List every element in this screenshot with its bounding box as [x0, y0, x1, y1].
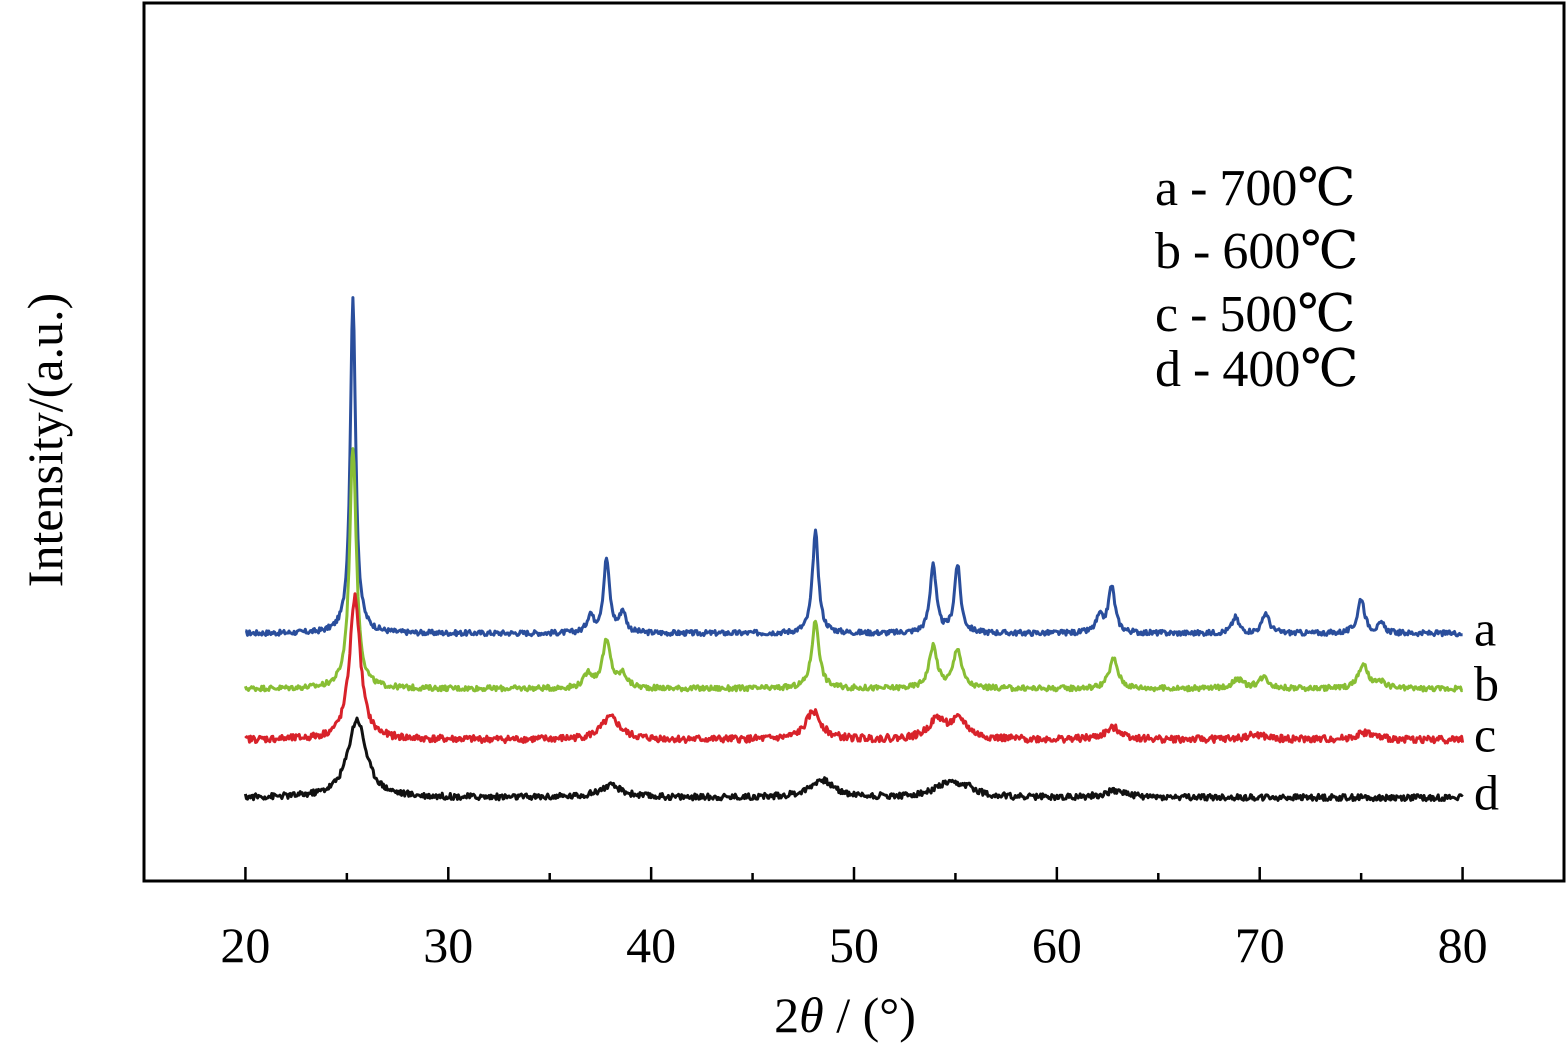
series-line-d	[243, 716, 1464, 803]
series-end-label-b: b	[1474, 656, 1499, 712]
legend-label-a: 700℃	[1219, 160, 1355, 217]
series-lines	[243, 296, 1465, 803]
legend-entry-b: b -600℃	[1155, 223, 1359, 280]
x-axis-label-prefix: 2	[774, 987, 799, 1043]
legend: a -700℃ b -600℃ c -500℃ d -400℃	[1155, 160, 1359, 398]
x-tick-label: 40	[626, 917, 676, 973]
legend-key-a: a	[1155, 160, 1178, 217]
legend-sep-a: -	[1190, 160, 1207, 217]
x-tick-label: 50	[829, 917, 879, 973]
series-line-c	[244, 592, 1465, 745]
x-tick-label: 30	[423, 917, 473, 973]
legend-sep-d: -	[1193, 341, 1210, 398]
series-end-label-c: c	[1474, 707, 1496, 763]
y-axis-label: Intensity/(a.u.)	[17, 293, 73, 587]
legend-label-c: 500℃	[1219, 286, 1355, 343]
legend-key-c: c	[1155, 286, 1178, 343]
series-end-label-d: d	[1474, 765, 1499, 821]
legend-key-d: d	[1155, 341, 1181, 398]
x-axis-label: 2θ / (°)	[774, 987, 916, 1043]
series-line-b	[243, 447, 1464, 693]
x-axis-label-theta: θ	[799, 987, 824, 1043]
x-tick-label: 60	[1032, 917, 1082, 973]
x-tick-label: 80	[1438, 917, 1488, 973]
legend-key-b: b	[1155, 223, 1181, 280]
legend-label-d: 400℃	[1222, 341, 1358, 398]
series-end-label-a: a	[1474, 600, 1496, 656]
x-tick-label: 70	[1235, 917, 1285, 973]
legend-label-b: 600℃	[1222, 223, 1358, 280]
x-tick-label: 20	[220, 917, 270, 973]
x-ticks: 20 30 40 50 60 70 80	[220, 867, 1488, 973]
legend-entry-a: a -700℃	[1155, 160, 1356, 217]
legend-sep-c: -	[1190, 286, 1207, 343]
legend-sep-b: -	[1193, 223, 1210, 280]
legend-entry-d: d -400℃	[1155, 341, 1359, 398]
legend-entry-c: c -500℃	[1155, 286, 1356, 343]
x-axis-label-suffix: / (°)	[824, 987, 916, 1043]
series-line-a	[244, 296, 1464, 638]
